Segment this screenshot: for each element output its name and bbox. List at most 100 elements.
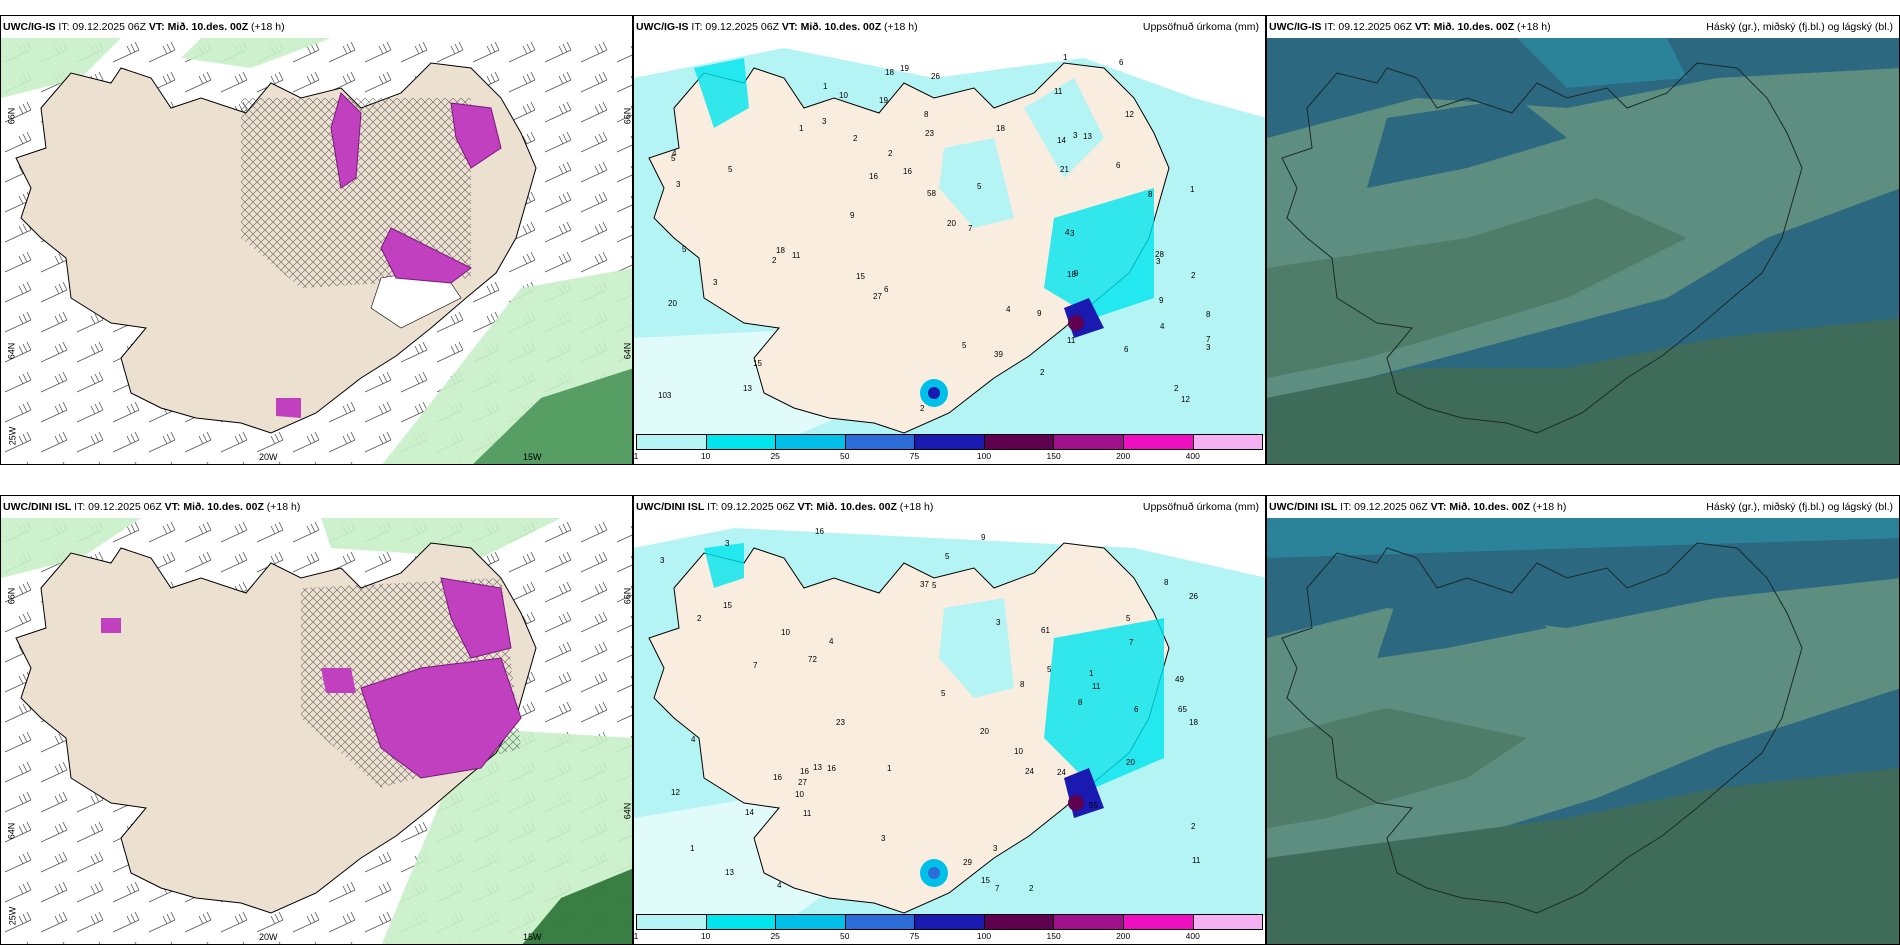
colorbar-cell-200	[1122, 914, 1193, 930]
low-cloud-area	[1267, 768, 1899, 944]
lead-time: (+18 h)	[1532, 501, 1567, 513]
colorbar-tick: 150	[1046, 451, 1061, 461]
colorbar-tick: 200	[1116, 931, 1131, 941]
init-time: IT: 09.12.2025 06Z	[1324, 21, 1412, 33]
colorbar-cell-75	[914, 914, 984, 930]
colorbar-tick: 50	[840, 451, 850, 461]
precip-map	[634, 518, 1265, 916]
lon-label-15w: 15W	[523, 452, 542, 462]
model-name: UWC/IG-IS	[3, 21, 56, 33]
colorbar-tick: 100	[976, 451, 992, 461]
panel-header: UWC/IG-IS IT: 09.12.2025 06Z VT: Mið. 10…	[1, 16, 632, 38]
colorbar	[636, 914, 1264, 930]
colorbar-tick: 100	[976, 931, 992, 941]
lat-label-25w: 25W	[7, 906, 18, 926]
colorbar-tick: 400	[1185, 931, 1200, 941]
lon-label-15w: 15W	[523, 932, 542, 942]
lead-time: (+18 h)	[899, 501, 934, 513]
colorbar-tick: 10	[700, 451, 711, 461]
colorbar-cell-400	[1192, 914, 1264, 930]
low-cloud-area	[1267, 318, 1899, 464]
lat-label-66n: 66N	[6, 587, 17, 605]
model-name: UWC/DINI ISL	[636, 501, 705, 513]
colorbar-cell-150	[1053, 434, 1123, 450]
lead-time: (+18 h)	[884, 21, 918, 33]
valid-time: VT: Mið. 10.des. 00Z	[148, 21, 249, 33]
panel-bottom-wind: UWC/DINI ISL IT: 09.12.2025 06Z VT: Mið.…	[0, 495, 633, 945]
wind-snow-map	[1, 518, 632, 944]
colorbar-cell-200	[1122, 434, 1193, 450]
colorbar-cell-25	[775, 434, 845, 450]
field-title: Háský (gr.), miðský (fj.bl.) og lágský (…	[1706, 501, 1893, 513]
field-title: Uppsöfnuð úrkoma (mm)	[1142, 21, 1259, 33]
colorbar-tick: 400	[1185, 451, 1200, 461]
lat-label-64n-right: 64N	[622, 802, 633, 820]
lat-label-66n-right: 66N	[622, 107, 633, 125]
field-title: Uppsöfnuð úrkoma (mm)	[1142, 501, 1259, 513]
valid-time: VT: Mið. 10.des. 00Z	[1414, 21, 1515, 33]
colorbar-tick: 75	[909, 451, 920, 461]
lon-label-20w: 20W	[259, 932, 278, 942]
model-name: UWC/IG-IS	[1269, 21, 1322, 33]
model-name: UWC/DINI ISL	[3, 501, 72, 513]
colorbar-tick: 200	[1116, 451, 1131, 461]
panel-bottom-precip: UWC/DINI ISL IT: 09.12.2025 06Z VT: Mið.…	[633, 495, 1266, 945]
colorbar-cell-400	[1192, 434, 1264, 450]
colorbar-cell-1	[636, 434, 706, 450]
panel-top-wind: UWC/IG-IS IT: 09.12.2025 06Z VT: Mið. 10…	[0, 15, 633, 465]
colorbar-tick: 50	[840, 931, 850, 941]
colorbar-cell-150	[1053, 914, 1123, 930]
init-time: IT: 09.12.2025 06Z	[1340, 501, 1428, 513]
colorbar-tick: 75	[909, 931, 920, 941]
model-name: UWC/DINI ISL	[1269, 501, 1338, 513]
wind-snow-map	[1, 38, 632, 464]
colorbar-tick: 1	[633, 931, 639, 941]
colorbar-tick: 10	[700, 931, 711, 941]
valid-time: VT: Mið. 10.des. 00Z	[164, 501, 264, 513]
panel-header: UWC/DINI ISL IT: 09.12.2025 06Z VT: Mið.…	[1, 496, 632, 518]
cloud-map	[1267, 518, 1899, 944]
valid-time: VT: Mið. 10.des. 00Z	[781, 21, 882, 33]
precip-map	[634, 38, 1265, 436]
colorbar-tick: 1	[633, 451, 639, 461]
green-precip-area	[1, 38, 632, 464]
init-time: IT: 09.12.2025 06Z	[691, 21, 779, 33]
colorbar-cell-100	[983, 434, 1054, 450]
colorbar-cell-10	[705, 434, 776, 450]
colorbar-tick: 25	[770, 931, 780, 941]
lat-label-66n: 66N	[6, 107, 17, 125]
valid-time: VT: Mið. 10.des. 00Z	[1430, 501, 1530, 513]
colorbar-cell-10	[705, 914, 776, 930]
lead-time: (+18 h)	[266, 501, 301, 513]
colorbar	[636, 434, 1264, 450]
panel-top-clouds: UWC/IG-IS IT: 09.12.2025 06Z VT: Mið. 10…	[1266, 15, 1900, 465]
green-precip-area	[1, 518, 632, 944]
lat-label-25w: 25W	[7, 426, 18, 446]
model-name: UWC/IG-IS	[636, 21, 689, 33]
lead-time: (+18 h)	[1517, 21, 1551, 33]
colorbar-cell-75	[914, 434, 984, 450]
lat-label-64n: 64N	[6, 342, 17, 360]
valid-time: VT: Mið. 10.des. 00Z	[797, 501, 897, 513]
panel-top-precip: UWC/IG-IS IT: 09.12.2025 06Z VT: Mið. 10…	[633, 15, 1266, 465]
init-time: IT: 09.12.2025 06Z	[58, 21, 146, 33]
lat-label-64n-right: 64N	[622, 342, 633, 360]
lat-label-66n-right: 66N	[622, 587, 633, 605]
panel-bottom-clouds: UWC/DINI ISL IT: 09.12.2025 06Z VT: Mið.…	[1266, 495, 1900, 945]
panel-header: UWC/IG-IS IT: 09.12.2025 06Z VT: Mið. 10…	[634, 16, 1265, 38]
colorbar-cell-1	[636, 914, 706, 930]
colorbar-ticks: 1 10 25 50 75 100 150 200 400	[633, 931, 1263, 943]
colorbar-cell-50	[844, 914, 915, 930]
colorbar-cell-100	[983, 914, 1054, 930]
field-title: Háský (gr.), miðský (fj.bl.) og lágský (…	[1706, 21, 1893, 33]
iceland-coastline	[1281, 62, 1803, 434]
iceland-coastline	[1281, 542, 1803, 914]
panel-header: UWC/IG-IS IT: 09.12.2025 06Z VT: Mið. 10…	[1267, 16, 1899, 38]
lat-label-64n: 64N	[6, 822, 17, 840]
colorbar-tick: 25	[770, 451, 780, 461]
colorbar-tick: 150	[1046, 931, 1061, 941]
cloud-map	[1267, 38, 1899, 464]
init-time: IT: 09.12.2025 06Z	[707, 501, 795, 513]
panel-header: UWC/DINI ISL IT: 09.12.2025 06Z VT: Mið.…	[634, 496, 1265, 518]
lead-time: (+18 h)	[251, 21, 285, 33]
